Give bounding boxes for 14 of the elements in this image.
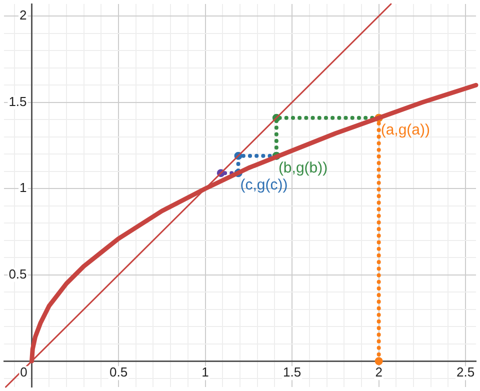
y-tick-label: 0.5	[8, 266, 27, 282]
annotation: (b,g(b))	[278, 159, 328, 176]
x-tick-label: 2.5	[456, 364, 475, 380]
y-tick-label: 2	[20, 8, 27, 23]
x-tick-label: 1.5	[283, 364, 302, 380]
annotation: (c,g(c))	[240, 176, 288, 194]
x-tick-label: 2	[375, 364, 382, 380]
y-tick-label: 1	[20, 180, 27, 196]
point	[374, 357, 383, 366]
y-tick-label: 1.5	[8, 94, 27, 109]
x-tick-label: 0	[20, 364, 28, 380]
x-tick-label: 1	[202, 364, 209, 380]
x-tick-label: 0.5	[109, 364, 128, 380]
annotation: (a,g(a))	[380, 122, 430, 139]
